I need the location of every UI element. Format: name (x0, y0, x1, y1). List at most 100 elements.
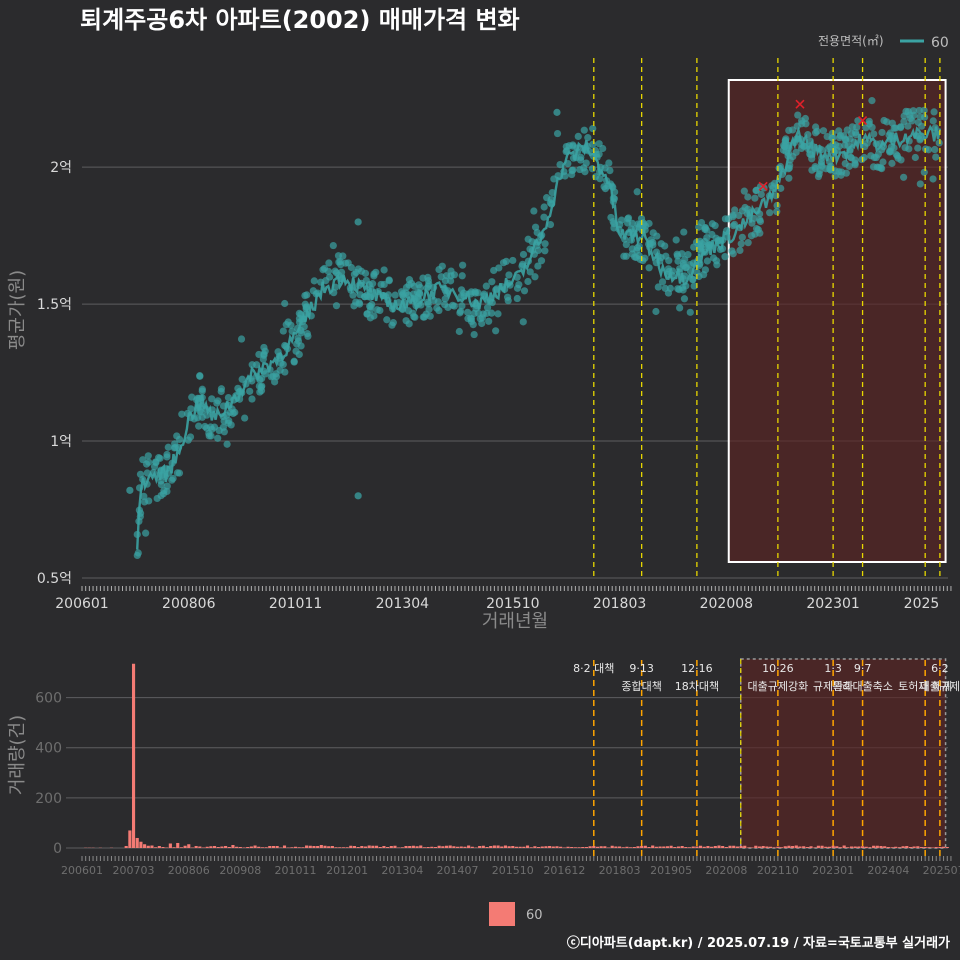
price-point (309, 287, 317, 295)
price-point (868, 97, 876, 105)
volume-bar (253, 845, 257, 848)
price-point (716, 236, 724, 244)
price-point (294, 334, 302, 342)
price-point (883, 118, 891, 126)
price-point (897, 123, 905, 131)
price-point (686, 308, 694, 316)
price-point (153, 494, 161, 503)
price-point (415, 281, 423, 289)
bottom-x-axis: 200601 200703 200806 200908 201011 201201 2013… (61, 856, 960, 877)
volume-bar (154, 847, 158, 848)
volume-bar (124, 845, 128, 848)
volume-bar (150, 845, 154, 848)
volume-bar (500, 846, 504, 848)
price-point (354, 492, 362, 500)
top-y-tick-label: 1.5억 (37, 297, 72, 313)
price-point (164, 443, 172, 451)
price-point (588, 165, 596, 173)
volume-bar (669, 845, 673, 848)
volume-bar (305, 845, 309, 848)
price-point (703, 257, 711, 265)
volume-bar (367, 845, 371, 848)
price-point (488, 278, 496, 286)
volume-bar (732, 845, 736, 848)
volume-bar (584, 846, 588, 848)
price-point (911, 153, 919, 162)
price-point (708, 220, 716, 228)
price-point (458, 272, 466, 280)
volume-bar (835, 846, 839, 848)
top-y-tick-label: 1억 (50, 434, 72, 450)
price-point (259, 355, 267, 363)
event-name-label: 대출규제 (920, 680, 960, 693)
volume-bar (570, 846, 574, 848)
bottom-x-tick-label: 202507 (923, 864, 960, 877)
price-point (334, 252, 343, 260)
top-y-axis-label: 평균가(원) (7, 270, 28, 350)
volume-bar (938, 846, 942, 848)
volume-bar (643, 845, 647, 848)
volume-bar (205, 846, 209, 848)
price-point (261, 347, 269, 355)
price-point (679, 262, 688, 270)
price-point (424, 282, 432, 291)
price-point (210, 423, 219, 431)
volume-bar (393, 845, 397, 848)
volume-bar (260, 847, 264, 848)
volume-bar (699, 845, 703, 848)
volume-bar (356, 846, 360, 848)
volume-bar (183, 845, 187, 848)
price-point (824, 145, 832, 153)
volume-bar (746, 847, 751, 848)
bottom-x-tick-label: 200908 (219, 864, 261, 877)
price-point (531, 223, 540, 231)
price-point (932, 153, 940, 161)
volume-bar (621, 847, 625, 848)
price-point (628, 250, 636, 258)
price-point (504, 297, 512, 305)
bottom-x-tick-label: 202008 (705, 864, 747, 877)
price-point (713, 261, 721, 269)
volume-bar (397, 847, 401, 848)
price-point (900, 173, 908, 181)
volume-bar (492, 845, 496, 848)
top-x-axis: 200601 200806 201011 201304 201510 201803 2020… (55, 586, 952, 612)
volume-bar (312, 845, 316, 848)
volume-bar (713, 845, 717, 848)
volume-bar (242, 847, 246, 848)
price-point (890, 124, 898, 132)
price-point (519, 250, 528, 259)
price-point (411, 313, 419, 321)
price-point (175, 469, 184, 477)
price-point (703, 226, 711, 234)
volume-bar (485, 846, 489, 848)
price-point (841, 141, 849, 149)
volume-bar (282, 845, 287, 848)
price-point (540, 213, 548, 221)
price-point (693, 268, 701, 276)
price-point (789, 126, 797, 134)
price-point (811, 163, 819, 171)
price-point (139, 456, 147, 464)
volume-bar (190, 847, 195, 848)
volume-bar (820, 845, 824, 848)
bottom-x-tick-label: 202301 (812, 864, 854, 877)
price-point (700, 271, 708, 279)
price-point (287, 321, 295, 329)
price-point (674, 257, 682, 265)
price-point (924, 146, 933, 154)
volume-bar (629, 847, 633, 848)
price-point (469, 321, 477, 329)
price-point (935, 139, 943, 147)
volume-bar (787, 845, 791, 848)
volume-bar (606, 847, 611, 848)
volume-bar (212, 845, 217, 848)
price-point (361, 293, 369, 301)
price-point (370, 312, 378, 320)
volume-bar (168, 843, 172, 848)
price-point (399, 293, 408, 301)
volume-bar (923, 846, 927, 848)
cancelled-marks (758, 99, 868, 191)
price-point (483, 304, 492, 312)
price-point (652, 248, 661, 256)
